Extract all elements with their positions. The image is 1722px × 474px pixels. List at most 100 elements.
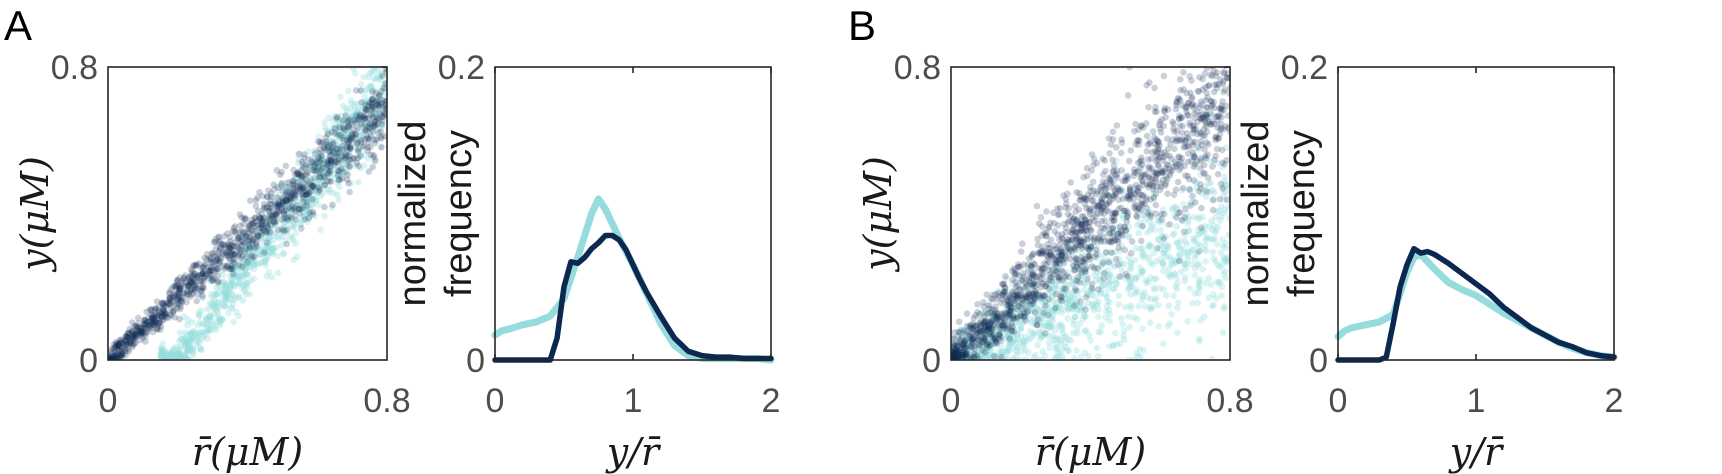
scatter-point — [140, 324, 148, 331]
scatter-point — [1201, 222, 1209, 230]
scatter-point — [190, 270, 198, 277]
scatter-point — [1157, 129, 1165, 136]
scatter-point — [315, 133, 323, 140]
scatter-point — [362, 115, 369, 122]
scatter-point — [194, 322, 202, 329]
scatter-point — [1191, 110, 1198, 117]
scatter-point — [278, 168, 285, 176]
scatter-point — [1146, 241, 1153, 249]
scatter-point — [1225, 231, 1230, 239]
scatter-point — [163, 352, 170, 359]
scatter-point — [1219, 164, 1226, 171]
scatter-point — [215, 298, 222, 306]
scatter-point — [239, 263, 246, 271]
scatter-point — [153, 325, 161, 333]
scatter-point — [335, 167, 343, 175]
scatter-point — [191, 285, 198, 292]
scatter-point — [227, 252, 234, 259]
scatter-point — [364, 147, 372, 155]
scatter-point — [1015, 286, 1023, 293]
scatter-point — [1058, 356, 1066, 360]
scatter-point — [364, 98, 371, 105]
scatter-point — [111, 348, 119, 356]
scatter-point — [216, 257, 223, 265]
scatter-point — [339, 143, 347, 151]
scatter-point — [166, 354, 174, 360]
scatter-point — [374, 99, 382, 107]
scatter-point — [1222, 123, 1229, 130]
scatter-point — [273, 244, 280, 251]
scatter-point — [1209, 186, 1216, 194]
scatter-point — [159, 301, 167, 308]
scatter-point — [972, 330, 979, 337]
scatter-point — [308, 166, 316, 174]
scatter-point — [196, 311, 203, 319]
scatter-point — [155, 309, 163, 317]
scatter-point — [1190, 151, 1198, 158]
scatter-point — [334, 142, 342, 149]
scatter-point — [374, 97, 382, 105]
scatter-point — [127, 341, 135, 348]
scatter-point — [235, 312, 242, 320]
scatter-point — [1220, 209, 1228, 217]
scatter-point — [258, 217, 266, 225]
scatter-point — [184, 337, 191, 345]
scatter-point — [177, 354, 184, 360]
scatter-point — [304, 169, 311, 177]
scatter-point — [271, 211, 278, 219]
scatter-point — [327, 157, 335, 164]
scatter-point — [181, 351, 189, 359]
scatter-point — [212, 291, 219, 298]
scatter-point — [248, 258, 256, 266]
scatter-point — [1197, 224, 1205, 232]
scatter-point — [257, 221, 265, 228]
scatter-point — [335, 156, 342, 164]
scatter-point — [978, 344, 985, 352]
scatter-point — [118, 352, 125, 360]
scatter-point — [1176, 166, 1183, 174]
scatter-point — [279, 228, 286, 235]
scatter-point — [376, 92, 383, 99]
scatter-point — [1196, 74, 1203, 81]
scatter-point — [308, 158, 316, 165]
scatter-point — [165, 354, 173, 360]
scatter-point — [190, 272, 197, 279]
scatter-point — [315, 154, 322, 161]
scatter-point — [1110, 192, 1117, 200]
scatter-point — [338, 117, 346, 124]
scatter-point — [1216, 263, 1224, 271]
scatter-point — [310, 158, 318, 166]
scatter-point — [357, 122, 365, 130]
scatter-point — [303, 186, 310, 194]
hist-ylabel-line2: frequency — [1281, 130, 1323, 297]
scatter-point — [322, 134, 330, 141]
scatter-point — [325, 157, 333, 164]
scatter-point — [1201, 228, 1208, 236]
scatter-point — [283, 240, 291, 248]
scatter-point — [178, 356, 185, 360]
scatter-point — [319, 169, 327, 176]
scatter-point — [997, 299, 1005, 306]
scatter-point — [1059, 352, 1066, 360]
scatter-point — [958, 326, 965, 334]
scatter-point — [183, 355, 190, 360]
scatter-point — [367, 151, 375, 159]
scatter-point — [112, 341, 119, 348]
scatter-point — [347, 97, 355, 104]
scatter-point — [361, 127, 369, 135]
scatter-point — [186, 343, 193, 351]
scatter-point — [214, 299, 222, 307]
scatter-point — [1051, 228, 1059, 235]
scatter-point — [1199, 265, 1206, 273]
scatter-point — [362, 126, 369, 134]
scatter-point — [108, 353, 115, 360]
scatter-point — [1080, 195, 1087, 202]
scatter-point — [369, 95, 377, 102]
scatter-point — [1081, 286, 1088, 294]
scatter-point — [1192, 102, 1199, 110]
scatter-point — [164, 300, 172, 307]
scatter-point — [175, 289, 182, 296]
scatter-point — [1196, 276, 1204, 283]
scatter-point — [183, 288, 191, 296]
hist-frame-a — [494, 66, 772, 361]
